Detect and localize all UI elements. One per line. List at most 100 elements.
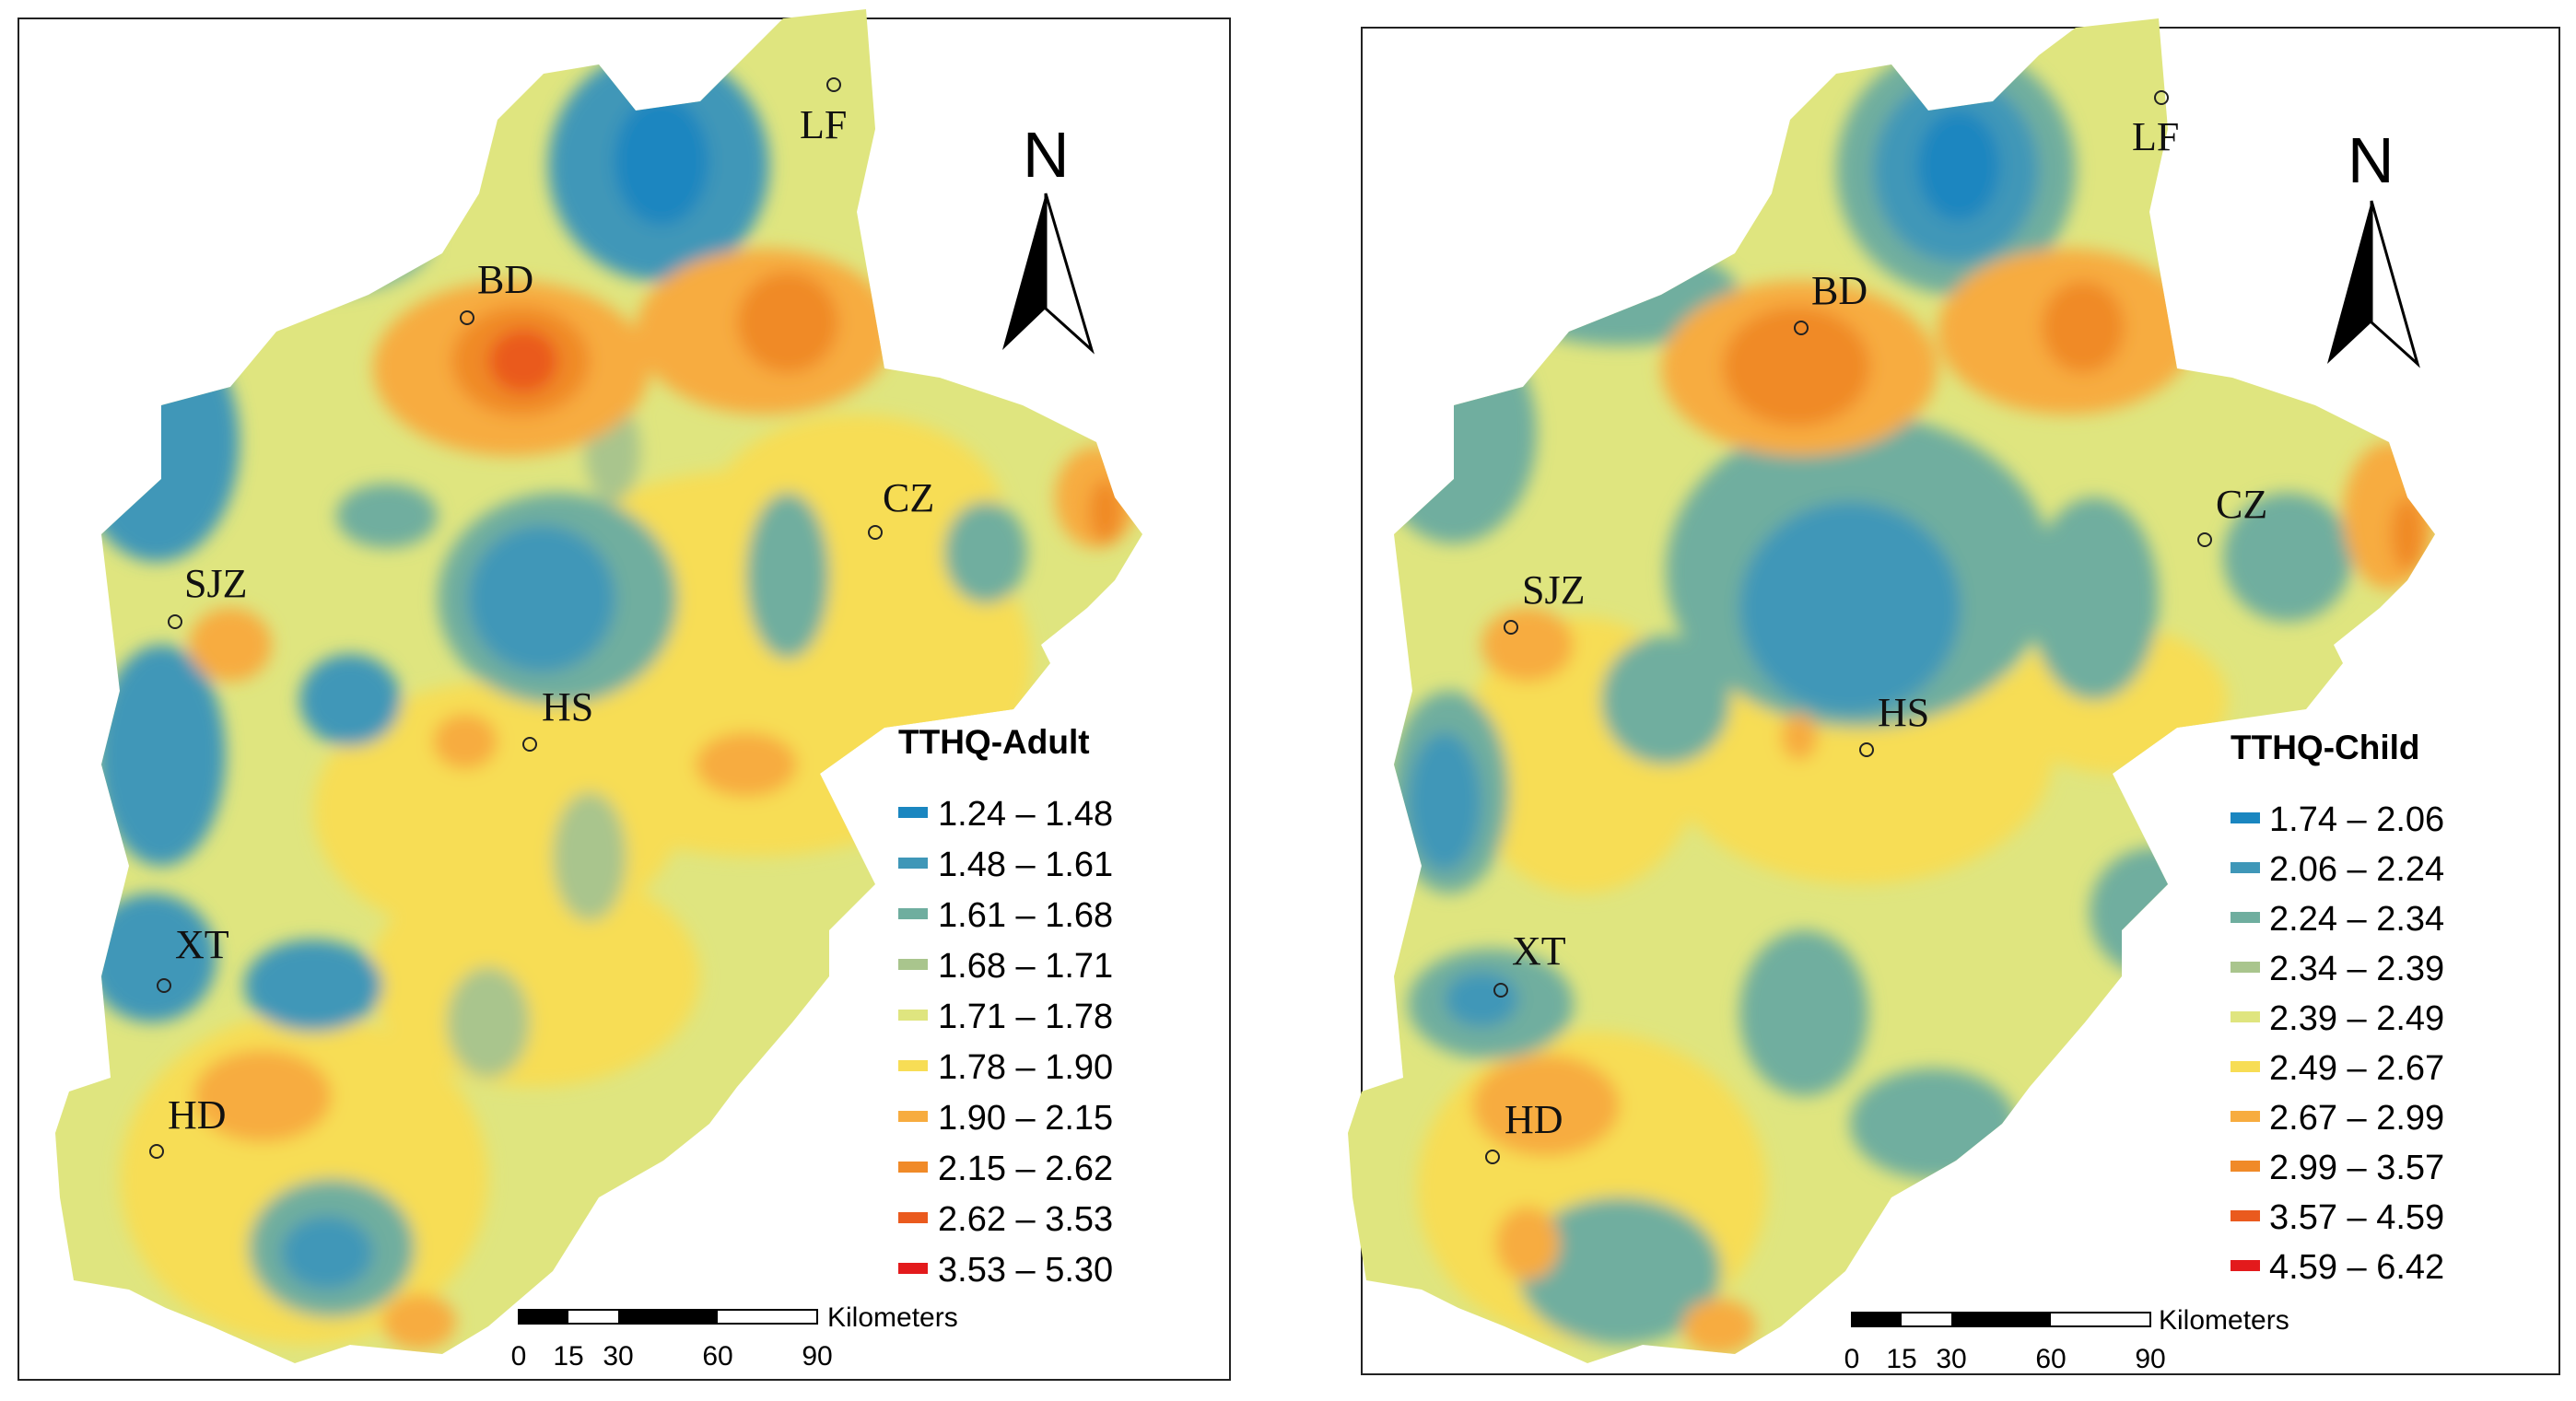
city-marker-icon	[1859, 742, 1874, 757]
legend-label: 4.59 – 6.42	[2269, 1248, 2444, 1287]
legend-label: 2.15 – 2.62	[938, 1150, 1113, 1188]
city-xt: XT	[1493, 928, 1566, 998]
legend: TTHQ-Adult 1.24 – 1.48 1.48 – 1.61 1.61 …	[898, 723, 1113, 1290]
legend-item: 2.39 – 2.49	[2231, 999, 2444, 1038]
north-letter: N	[1023, 119, 1070, 191]
legend-label: 2.06 – 2.24	[2269, 850, 2444, 889]
legend-item: 1.90 – 2.15	[898, 1099, 1113, 1138]
map-figure-child: LF BD CZ SJZ HS XT	[1348, 18, 2560, 1375]
scale-tick: 30	[603, 1341, 633, 1372]
legend-label: 1.68 – 1.71	[938, 947, 1113, 986]
city-cz: CZ	[868, 475, 934, 540]
legend-item: 3.57 – 4.59	[2231, 1198, 2444, 1237]
city-label: XT	[1512, 928, 1566, 974]
scale-tick: 15	[1886, 1344, 1916, 1374]
legend-label: 3.53 – 5.30	[938, 1251, 1113, 1290]
city-cz: CZ	[2197, 482, 2267, 547]
legend-label: 2.39 – 2.49	[2269, 999, 2444, 1038]
legend-label: 2.24 – 2.34	[2269, 900, 2444, 939]
legend-item: 1.68 – 1.71	[898, 947, 1113, 986]
legend-swatch	[2231, 1260, 2260, 1271]
city-marker-icon	[149, 1144, 164, 1159]
legend-label: 2.62 – 3.53	[938, 1200, 1113, 1239]
scale-tick: 15	[553, 1341, 583, 1372]
city-hd: HD	[149, 1092, 227, 1159]
city-marker-icon	[826, 77, 841, 92]
scale-tick: 60	[2035, 1344, 2066, 1374]
legend-swatch	[898, 1212, 928, 1223]
scale-tick: 0	[1844, 1344, 1860, 1374]
scale-bar: Kilometers 0 15 30 60 90	[511, 1302, 958, 1372]
legend-swatch	[2231, 912, 2260, 923]
north-arrow-icon	[1002, 193, 1095, 355]
legend-label: 1.24 – 1.48	[938, 795, 1113, 834]
scale-tick: 60	[702, 1341, 732, 1372]
north-arrow: N	[2327, 124, 2420, 368]
city-label: BD	[477, 257, 533, 302]
legend-title: TTHQ-Adult	[898, 723, 1090, 761]
city-marker-icon	[1485, 1150, 1500, 1164]
legend-swatch	[2231, 1161, 2260, 1172]
city-lf: LF	[800, 77, 847, 147]
city-lf: LF	[2132, 90, 2179, 159]
legend: TTHQ-Child 1.74 – 2.06 2.06 – 2.24 2.24 …	[2231, 729, 2444, 1287]
city-marker-icon	[1493, 983, 1508, 998]
city-label: HD	[1505, 1097, 1563, 1142]
legend-swatch	[898, 807, 928, 818]
map-panel-adult: LF BD CZ SJZ HS XT	[18, 9, 1231, 1381]
tthq-surface	[55, 9, 1142, 1363]
city-marker-icon	[1794, 321, 1809, 335]
city-label: HD	[168, 1092, 227, 1138]
legend-swatch	[2231, 1011, 2260, 1022]
city-markers: LF BD CZ SJZ HS XT	[149, 77, 934, 1159]
legend-swatch	[898, 1111, 928, 1122]
city-bd: BD	[460, 257, 533, 325]
map-frame	[1361, 27, 2560, 1375]
legend-label: 1.90 – 2.15	[938, 1099, 1113, 1138]
city-label: XT	[175, 922, 229, 967]
legend-swatch	[2231, 862, 2260, 873]
legend-label: 1.61 – 1.68	[938, 896, 1113, 935]
legend-swatch	[2231, 1111, 2260, 1122]
legend-label: 1.74 – 2.06	[2269, 800, 2444, 839]
legend-item: 2.49 – 2.67	[2231, 1049, 2444, 1088]
scale-tick: 90	[2135, 1344, 2165, 1374]
map-figure-adult: LF BD CZ SJZ HS XT	[18, 9, 1231, 1381]
legend-item: 4.59 – 6.42	[2231, 1248, 2444, 1287]
legend-swatch	[898, 959, 928, 970]
map-frame	[18, 18, 1231, 1381]
scale-tick: 0	[511, 1341, 527, 1372]
legend-swatch	[2231, 1061, 2260, 1072]
city-label: SJZ	[184, 561, 247, 606]
scale-tick: 30	[1936, 1344, 1966, 1374]
legend-item: 1.71 – 1.78	[898, 998, 1113, 1036]
city-sjz: SJZ	[168, 561, 247, 629]
legend-label: 2.34 – 2.39	[2269, 950, 2444, 988]
city-bd: BD	[1794, 268, 1868, 335]
legend-label: 1.78 – 1.90	[938, 1048, 1113, 1087]
city-hs: HS	[522, 684, 593, 752]
legend-swatch	[2231, 812, 2260, 823]
tthq-surface	[1348, 18, 2435, 1363]
legend-label: 2.67 – 2.99	[2269, 1099, 2444, 1138]
legend-label: 2.99 – 3.57	[2269, 1149, 2444, 1187]
city-marker-icon	[2154, 90, 2169, 105]
legend-item: 1.61 – 1.68	[898, 896, 1113, 935]
city-marker-icon	[168, 614, 182, 629]
city-label: SJZ	[1522, 567, 1585, 613]
legend-item: 2.67 – 2.99	[2231, 1099, 2444, 1138]
legend-title: TTHQ-Child	[2231, 729, 2420, 766]
city-label: LF	[2132, 114, 2179, 159]
legend-item: 1.24 – 1.48	[898, 795, 1113, 834]
map-panel-child: LF BD CZ SJZ HS XT	[1288, 0, 2576, 1401]
legend-item: 2.15 – 2.62	[898, 1150, 1113, 1188]
legend-label: 1.71 – 1.78	[938, 998, 1113, 1036]
legend-swatch	[2231, 1210, 2260, 1221]
legend-swatch	[898, 1162, 928, 1173]
legend-item: 2.34 – 2.39	[2231, 950, 2444, 988]
city-hd: HD	[1485, 1097, 1563, 1164]
city-marker-icon	[868, 525, 883, 540]
legend-item: 1.48 – 1.61	[898, 846, 1113, 884]
city-label: LF	[800, 102, 847, 147]
city-sjz: SJZ	[1504, 567, 1585, 635]
